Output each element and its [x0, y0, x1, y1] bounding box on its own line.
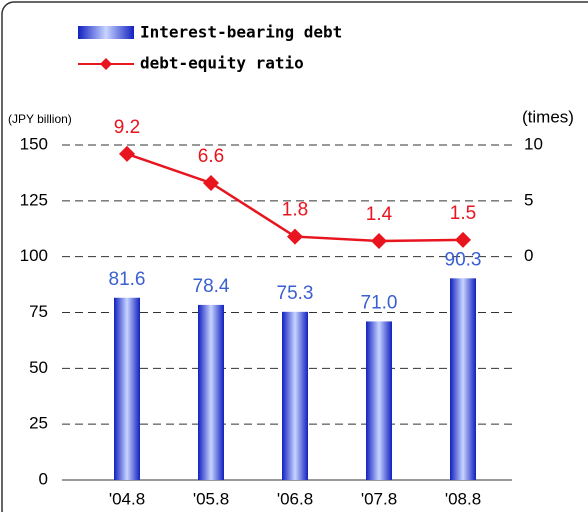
y-axis-label: (JPY billion)	[8, 112, 72, 126]
x-tick-label: '05.8	[193, 489, 229, 508]
y-tick-label: 75	[29, 302, 48, 321]
line-marker	[371, 233, 387, 250]
y2-tick-label: 10	[524, 134, 543, 153]
x-tick-label: '04.8	[109, 489, 145, 508]
line-marker	[455, 231, 471, 248]
legend-label: debt-equity ratio	[140, 54, 304, 73]
x-tick-label: '07.8	[361, 489, 397, 508]
data-label: 9.2	[114, 117, 140, 138]
bar	[366, 321, 392, 480]
y2-tick-label: 0	[524, 246, 533, 265]
bar	[282, 311, 308, 480]
legend-bar-swatch	[78, 26, 134, 39]
line	[126, 152, 464, 243]
bar	[198, 304, 224, 480]
line-marker	[119, 145, 135, 162]
line-marker	[203, 174, 219, 191]
data-label: 75.3	[277, 283, 314, 304]
y-tick-label: 125	[20, 190, 48, 209]
y-tick-label: 150	[20, 134, 48, 153]
line-marker	[287, 228, 303, 245]
data-label: 90.3	[445, 249, 482, 270]
y-tick-label: 0	[39, 469, 48, 488]
y-tick-label: 100	[20, 246, 48, 265]
bar	[114, 297, 140, 480]
bar	[450, 278, 476, 480]
data-label: 78.4	[193, 276, 230, 297]
data-label: 1.5	[450, 203, 476, 224]
legend-line-marker	[100, 58, 112, 70]
x-tick-label: '08.8	[445, 489, 481, 508]
data-label: 1.8	[282, 200, 308, 221]
x-tick-label: '06.8	[277, 489, 313, 508]
data-label: 6.6	[198, 146, 224, 167]
y2-tick-label: 5	[524, 190, 533, 209]
data-label: 71.0	[361, 292, 398, 313]
y-tick-label: 50	[29, 358, 48, 377]
data-label: 1.4	[366, 204, 393, 225]
y2-axis-label: (times)	[522, 107, 574, 126]
y-tick-label: 25	[29, 414, 48, 433]
legend-label: Interest-bearing debt	[140, 23, 342, 42]
data-label: 81.6	[109, 269, 146, 290]
